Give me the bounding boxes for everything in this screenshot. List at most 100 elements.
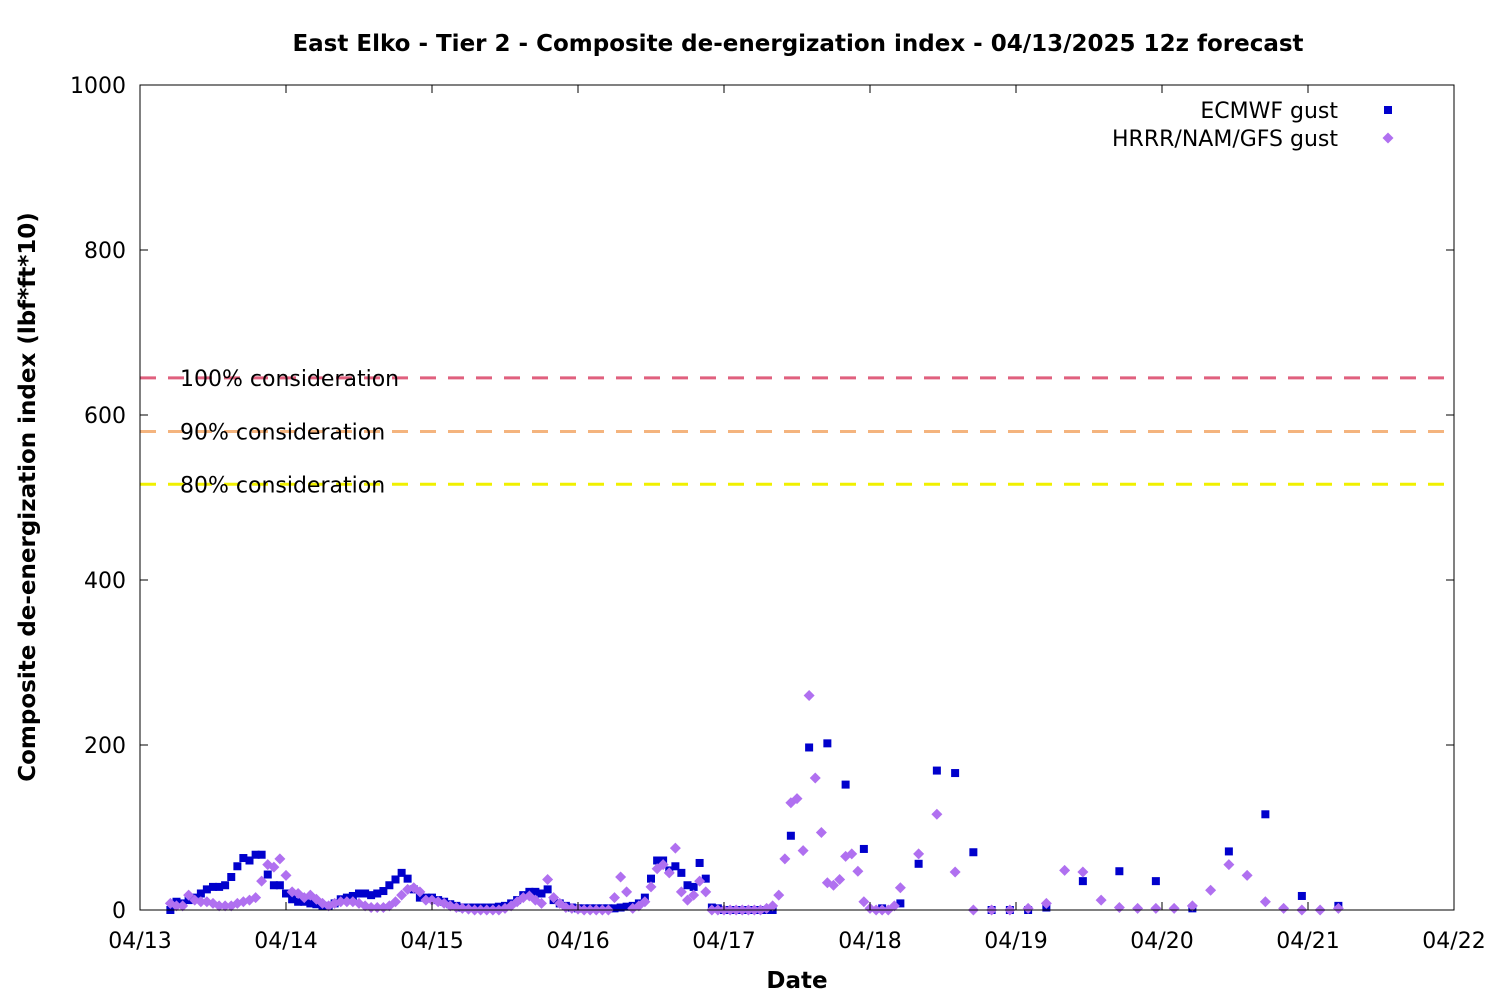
point-hrrr-75 [621,886,633,898]
point-ecmwf-104 [859,844,868,853]
x-tick-label-5: 04/18 [838,929,901,954]
point-hrrr-99 [767,900,779,912]
point-hrrr-112 [846,848,858,860]
point-hrrr-73 [609,892,620,904]
point-hrrr-104 [797,845,809,857]
point-ecmwf-62 [543,885,552,894]
x-axis-title: Date [766,968,827,994]
point-ecmwf-41 [415,893,424,902]
point-hrrr-87 [694,875,706,887]
point-hrrr-15 [256,875,268,887]
point-ecmwf-73 [610,904,619,913]
point-ecmwf-109 [951,769,960,778]
point-hrrr-113 [852,865,864,877]
legend-label-0: ECMWF gust [1200,99,1338,124]
threshold-label-1: 90% consideration [180,421,385,446]
point-hrrr-38 [396,889,408,901]
point-ecmwf-32 [361,889,370,898]
point-ecmwf-16 [263,870,272,879]
point-ecmwf-15 [257,850,266,859]
axis-ticks [139,84,1455,911]
data-points [164,690,1344,916]
point-hrrr-56 [505,900,517,912]
point-hrrr-82 [663,867,675,879]
y-tick-label-5: 1000 [70,74,126,99]
point-hrrr-8 [213,900,225,912]
point-hrrr-84 [675,886,687,898]
plot-frame [139,84,1455,911]
threshold-lines: 100% consideration 90% consideration 80% c… [140,367,1454,498]
point-hrrr-101 [779,853,791,865]
point-hrrr-28 [335,896,347,908]
point-hrrr-105 [803,690,815,701]
point-ecmwf-39 [403,874,412,883]
point-ecmwf-116 [1115,867,1124,876]
point-ecmwf-120 [1261,810,1270,819]
threshold-label-2: 80% consideration [180,473,385,498]
x-tick-label-9: 04/22 [1422,929,1485,954]
point-hrrr-139 [1241,869,1253,881]
point-hrrr-85 [682,894,693,906]
point-hrrr-88 [700,886,712,898]
point-hrrr-127 [1022,902,1034,914]
point-ecmwf-84 [677,868,686,877]
point-hrrr-63 [548,892,560,904]
point-hrrr-144 [1332,902,1344,914]
point-ecmwf-61 [537,889,546,898]
point-ecmwf-79 [647,874,655,883]
point-ecmwf-6 [202,885,211,894]
point-ecmwf-35 [379,887,388,896]
point-hrrr-114 [858,896,870,908]
point-ecmwf-101 [805,743,814,752]
legend-marker-1 [1382,132,1394,144]
point-hrrr-18 [274,853,286,865]
point-ecmwf-115 [1078,877,1087,886]
point-hrrr-86 [688,889,700,901]
x-tick-label-6: 04/19 [984,929,1047,954]
point-hrrr-106 [809,772,821,784]
x-tick-label-1: 04/14 [254,929,317,954]
y-tick-label-0: 0 [112,899,126,924]
y-axis-title: Composite de-energization index (lbf*ft*… [15,212,41,782]
point-ecmwf-11 [233,862,242,871]
point-hrrr-83 [669,842,681,854]
point-hrrr-9 [219,900,231,912]
point-hrrr-62 [542,873,554,885]
point-hrrr-135 [1168,902,1180,914]
point-ecmwf-14 [251,850,260,859]
tick-labels: 04/13 04/14 04/15 04/16 04/17 04/18 04/19 04/20… [70,74,1486,954]
x-tick-label-4: 04/17 [692,929,755,954]
x-tick-label-0: 04/13 [108,929,171,954]
point-ecmwf-5 [196,889,205,898]
point-hrrr-123 [949,866,961,878]
point-hrrr-29 [341,896,353,908]
point-ecmwf-13 [245,856,254,865]
point-ecmwf-106 [896,899,905,908]
point-hrrr-121 [913,848,925,860]
legend-label-1: HRRR/NAM/GFS gust [1112,127,1338,152]
point-hrrr-61 [536,897,547,909]
point-ecmwf-9 [221,881,230,890]
point-ecmwf-37 [391,875,400,884]
point-hrrr-130 [1077,866,1089,878]
point-hrrr-107 [815,826,827,838]
point-hrrr-1 [171,900,182,912]
point-ecmwf-102 [823,739,832,748]
point-hrrr-17 [268,861,280,873]
series-1 [164,690,1344,916]
point-ecmwf-110 [969,848,978,857]
point-ecmwf-85 [683,881,692,890]
point-hrrr-136 [1186,900,1198,912]
point-ecmwf-117 [1151,877,1160,886]
point-ecmwf-60 [531,887,540,896]
chart-title: East Elko - Tier 2 - Composite de-energi… [292,31,1303,57]
point-ecmwf-30 [348,891,357,900]
point-hrrr-128 [1040,897,1052,909]
x-tick-label-2: 04/15 [400,929,463,954]
point-hrrr-133 [1132,902,1144,914]
point-hrrr-138 [1223,859,1235,871]
point-hrrr-131 [1095,894,1107,906]
point-ecmwf-18 [275,881,284,890]
point-ecmwf-8 [215,882,224,891]
